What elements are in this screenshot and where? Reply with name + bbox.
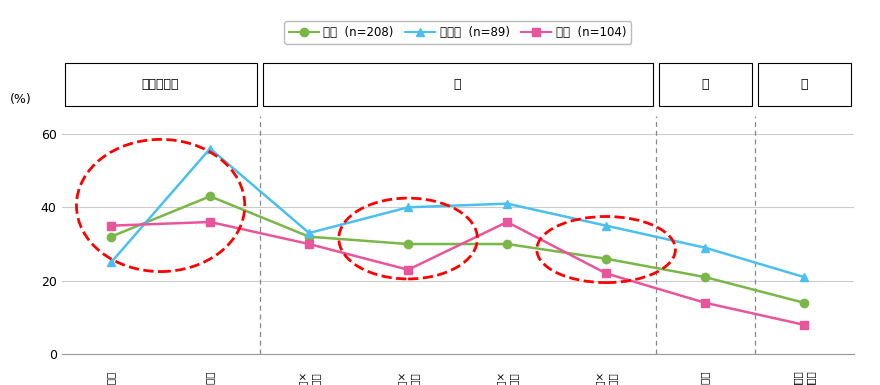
Text: 産: 産 — [454, 78, 461, 91]
Text: 既存×
同業種: 既存× 同業種 — [297, 371, 320, 385]
Text: 業務内製化: 業務内製化 — [106, 371, 116, 385]
Legend: 全体  (n=208), 高導入  (n=89), 導入  (n=104): 全体 (n=208), 高導入 (n=89), 導入 (n=104) — [284, 21, 631, 44]
Text: 新規×
同業種: 新規× 同業種 — [495, 371, 518, 385]
FancyBboxPatch shape — [758, 63, 851, 106]
Text: アウトソーシング促進: アウトソーシング促進 — [205, 371, 215, 385]
Text: 学: 学 — [701, 78, 709, 91]
Text: 学術研究機関: 学術研究機関 — [700, 371, 710, 385]
Text: 既存×
異業種: 既存× 異業種 — [595, 371, 618, 385]
FancyBboxPatch shape — [658, 63, 752, 106]
FancyBboxPatch shape — [262, 63, 653, 106]
Text: 内製／外製: 内製／外製 — [142, 78, 180, 91]
Text: 官: 官 — [800, 78, 808, 91]
Text: (%): (%) — [11, 93, 32, 106]
Text: 既存×
異業種: 既存× 異業種 — [397, 371, 420, 385]
FancyBboxPatch shape — [64, 63, 257, 106]
Text: 政府・
自治体: 政府・ 自治体 — [793, 371, 816, 385]
